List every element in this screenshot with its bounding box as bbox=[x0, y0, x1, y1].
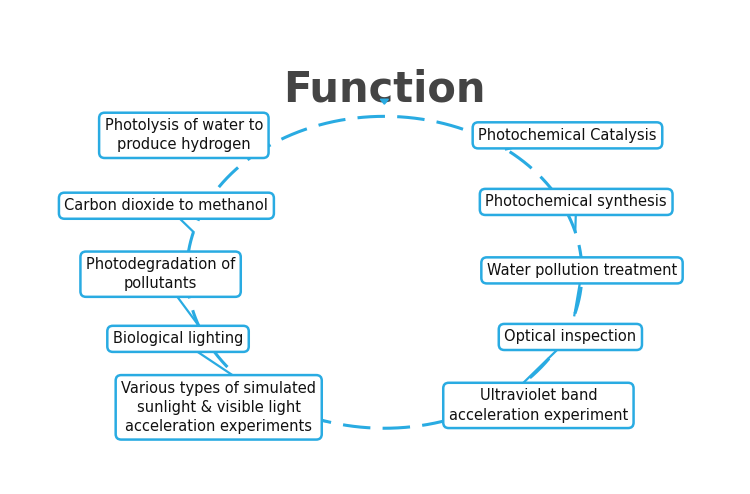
Text: Ultraviolet band
acceleration experiment: Ultraviolet band acceleration experiment bbox=[448, 388, 628, 422]
Text: Biological lighting: Biological lighting bbox=[112, 331, 243, 346]
Text: Photochemical synthesis: Photochemical synthesis bbox=[485, 195, 667, 209]
Text: Photochemical Catalysis: Photochemical Catalysis bbox=[478, 128, 657, 143]
Polygon shape bbox=[380, 99, 388, 104]
Text: Function: Function bbox=[284, 69, 486, 111]
Text: Photodegradation of
pollutants: Photodegradation of pollutants bbox=[86, 257, 236, 291]
Text: Optical inspection: Optical inspection bbox=[504, 329, 637, 344]
Text: Water pollution treatment: Water pollution treatment bbox=[487, 263, 677, 278]
Text: Carbon dioxide to methanol: Carbon dioxide to methanol bbox=[64, 198, 268, 213]
Text: Various types of simulated
sunlight & visible light
acceleration experiments: Various types of simulated sunlight & vi… bbox=[122, 381, 316, 434]
Text: Photolysis of water to
produce hydrogen: Photolysis of water to produce hydrogen bbox=[105, 118, 263, 153]
